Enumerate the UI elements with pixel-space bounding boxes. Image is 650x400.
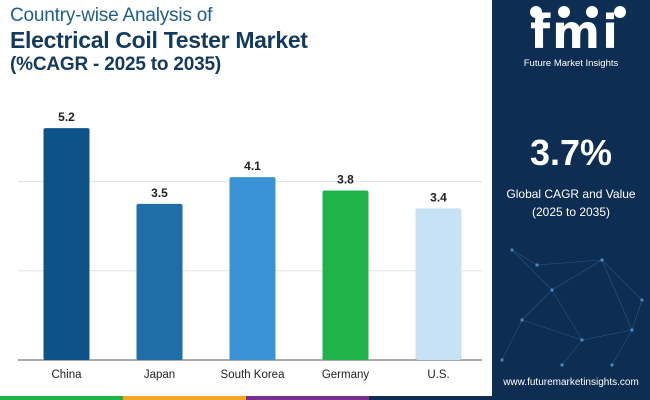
data-label: 3.8 bbox=[337, 173, 354, 187]
data-label: 3.4 bbox=[430, 190, 447, 204]
bar-japan bbox=[136, 203, 183, 360]
bar-chart: 5.2 3.5 4.1 3.8 3.4 China Japan South Korea Ger… bbox=[18, 110, 482, 381]
chart-title-line-1: Country-wise Analysis of bbox=[10, 5, 213, 26]
stripe-segment-purple bbox=[246, 396, 369, 400]
x-tick-label: China bbox=[51, 369, 82, 381]
logo-dot-icon bbox=[558, 6, 570, 18]
logo-icons bbox=[530, 6, 626, 20]
side-panel: fmi Future Market Insights 3.7% Global C… bbox=[492, 0, 650, 400]
x-tick-label: Germany bbox=[322, 369, 370, 381]
stripe-segment-orange bbox=[123, 396, 246, 400]
bar-south-korea bbox=[229, 177, 276, 360]
global-cagr-value: 3.7% bbox=[529, 132, 613, 173]
global-cagr-label-line-1: Global CAGR and Value bbox=[506, 187, 636, 201]
fmi-logo: fmi Future Market Insights bbox=[498, 2, 644, 72]
bar-germany bbox=[322, 190, 369, 360]
data-label: 3.5 bbox=[151, 186, 168, 200]
x-tick-label: Japan bbox=[144, 369, 175, 381]
bar-china bbox=[43, 128, 90, 360]
logo-dot-icon bbox=[530, 6, 542, 18]
stripe-segment-green bbox=[0, 396, 123, 400]
logo-subtitle: Future Market Insights bbox=[523, 58, 619, 69]
x-tick-label: South Korea bbox=[221, 369, 286, 381]
website-link[interactable]: www.futuremarketinsights.com bbox=[503, 377, 639, 388]
bottom-color-stripe bbox=[0, 396, 492, 400]
logo-dot-icon bbox=[614, 6, 626, 18]
data-label: 5.2 bbox=[58, 110, 75, 124]
global-cagr-label-line-2: (2025 to 2035) bbox=[531, 205, 611, 219]
chart-title-line-3: (%CAGR - 2025 to 2035) bbox=[10, 54, 222, 75]
logo-dot-icon bbox=[586, 6, 598, 18]
chart-title-line-2: Electrical Coil Tester Market bbox=[10, 27, 308, 53]
network-graphic-icon bbox=[500, 248, 644, 367]
data-label: 4.1 bbox=[244, 159, 261, 173]
chart-header: Country-wise Analysis of Electrical Coil… bbox=[10, 4, 480, 76]
x-tick-label: U.S. bbox=[427, 369, 449, 381]
stripe-segment-navy bbox=[369, 396, 492, 400]
bar-u-s bbox=[415, 208, 462, 360]
logo-letters: fmi bbox=[530, 5, 620, 59]
global-cagr-label: Global CAGR and Value (2025 to 2035) bbox=[492, 185, 650, 221]
